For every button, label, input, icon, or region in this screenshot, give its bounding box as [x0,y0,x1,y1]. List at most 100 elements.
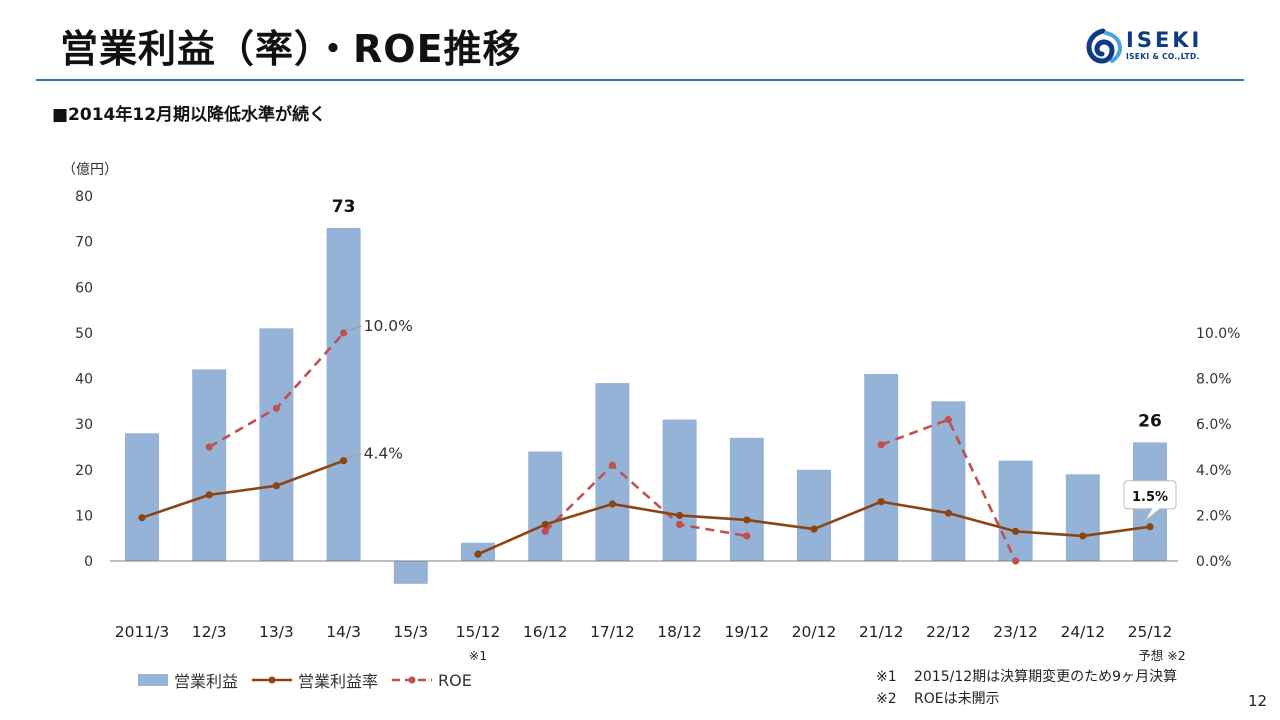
roe-point [743,532,751,540]
x-axis-tick-label: 16/12 [523,623,568,641]
bar-operating-profit [326,227,361,561]
data-label-callout-box [1123,480,1177,522]
left-axis-tick-label: 50 [75,326,93,342]
footnote-1: ※1 2015/12期は決算期変更のため9ヶ月決算 [876,666,1177,688]
x-axis-tick-label: 12/3 [192,623,227,641]
operating-margin-point [138,514,146,522]
left-axis-unit-label: （億円） [62,162,118,178]
operating-margin-point [541,520,549,529]
data-label-roe: 10.0% [364,317,413,335]
right-axis-tick-label: 0.0% [1196,554,1232,570]
operating-margin-point [1146,523,1154,531]
bar-operating-profit [797,469,831,561]
x-axis-tick-label: 2011/3 [115,623,170,641]
right-axis-tick-label: 6.0% [1196,417,1232,433]
company-logo: ISEKI ISEKI & CO.,LTD. [1084,28,1224,68]
footnote-2-mark: ※2 [876,691,897,707]
operating-margin-point [340,457,348,465]
right-axis-tick-label: 4.0% [1196,463,1232,479]
legend-solid-line-swatch [252,676,293,684]
left-axis-tick-label: 0 [84,554,93,570]
operating-margin-point [810,525,818,533]
x-axis-tick-label: 19/12 [724,623,769,641]
bar-operating-profit [259,328,294,561]
left-axis-tick-label: 70 [75,235,93,251]
x-axis-category-note: 予想 ※2 [1138,648,1185,663]
legend-label-roe: ROE [438,670,472,690]
x-axis-tick-label: 18/12 [657,623,702,641]
bar-operating-profit [864,373,899,561]
logo-wordmark: ISEKI [1126,28,1203,52]
logo-subtext: ISEKI & CO.,LTD. [1126,52,1200,61]
operating-margin-point [1012,527,1020,535]
x-axis-tick-label: 20/12 [792,623,837,641]
page-number: 12 [1248,692,1268,710]
bar-operating-profit [1065,474,1100,561]
bar-operating-profit [729,437,764,561]
operating-margin-point [743,516,751,524]
footnote-2: ※2 ROEは未開示 [876,688,1177,710]
operating-margin-point [676,511,684,519]
iseki-logo-icon [1086,28,1123,64]
operating-margin-point [608,500,617,508]
legend-item-operating-margin: 営業利益率 [252,668,378,692]
bar-operating-profit [528,451,563,561]
x-axis-tick-label: 25/12 [1128,623,1173,641]
chart-legend: 営業利益 営業利益率 ROE [138,668,486,692]
legend-bar-swatch [138,674,168,686]
data-label-operating-margin: 4.4% [364,445,403,463]
footnote-2-text: ROEは未開示 [914,691,1000,707]
footnote-1-mark: ※1 [876,669,897,685]
x-axis-tick-label: 13/3 [259,623,294,641]
legend-item-roe: ROE [392,671,472,690]
left-axis-tick-label: 20 [75,463,93,479]
right-axis-tick-label: 10.0% [1196,326,1240,342]
roe-point [877,441,885,449]
data-label-operating-margin-forecast: 1.5% [1132,490,1168,505]
roe-line [544,463,748,538]
right-axis-tick-label: 8.0% [1196,372,1232,388]
bar-operating-profit [192,369,227,561]
operating-margin-point [205,491,213,499]
x-axis-tick-label: 14/3 [326,623,361,641]
bar-operating-profit [125,433,159,561]
page-title: 営業利益（率）・ROE推移 [60,27,522,71]
legend-item-operating-profit: 営業利益 [138,668,238,692]
x-axis-tick-label: 24/12 [1060,623,1105,641]
roe-point [944,416,953,424]
slide-subtitle: ■2014年12月期以降低水準が続く [52,105,327,125]
operating-margin-point [944,509,953,517]
x-axis-category-note: ※1 [469,648,487,663]
operating-margin-line [141,459,345,519]
roe-point [676,520,684,529]
x-axis-tick-label: 17/12 [590,623,635,641]
operating-margin-point [474,550,482,558]
x-axis-tick-label: 22/12 [926,623,971,641]
x-axis-tick-label: 15/12 [456,623,501,641]
footnotes: ※1 2015/12期は決算期変更のため9ヶ月決算 ※2 ROEは未開示 [876,666,1177,710]
legend-dashed-line-swatch [392,676,433,684]
bar-operating-profit [931,401,966,561]
operating-margin-point [877,498,885,506]
roe-point [340,329,348,337]
x-axis-tick-label: 23/12 [993,623,1038,641]
right-axis-tick-label: 2.0% [1196,508,1232,524]
x-axis-tick-label: 21/12 [859,623,904,641]
legend-label-operating-margin: 営業利益率 [298,672,379,691]
left-axis-tick-label: 80 [75,189,93,205]
data-label-operating-profit: 73 [332,197,356,217]
bar-operating-profit [662,419,697,561]
left-axis-tick-label: 10 [75,508,93,524]
legend-label-operating-profit: 営業利益 [174,672,239,691]
operating-margin-point [272,482,280,490]
bar-operating-profit [998,460,1033,561]
operating-margin-point [1079,532,1087,540]
data-label-leader-line [347,325,362,331]
roe-point [205,443,213,451]
left-axis-tick-label: 30 [75,417,93,433]
bar-operating-profit [595,383,630,561]
roe-line [880,418,1017,562]
roe-point [608,461,617,469]
data-label-leader-line [347,453,362,459]
bar-operating-profit [393,561,428,584]
